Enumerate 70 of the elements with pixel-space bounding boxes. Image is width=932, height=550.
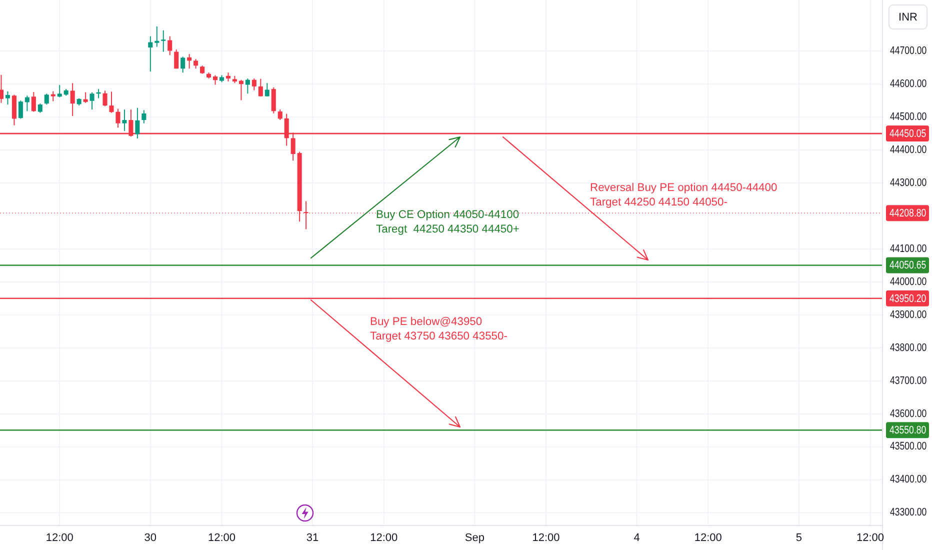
y-tick-label: 44100.00 (890, 243, 928, 256)
candlestick (304, 200, 308, 230)
x-tick-label: 12:00 (694, 532, 722, 544)
ref-line-label: 44450.05 (890, 128, 927, 140)
candlestick (271, 86, 276, 114)
candlestick (142, 110, 146, 124)
candlestick (102, 90, 108, 107)
y-axis-title: INR (898, 11, 918, 24)
candlestick (38, 103, 42, 114)
x-tick-label: 5 (796, 532, 802, 544)
ref-line-label: 44050.65 (890, 260, 927, 272)
y-tick-label: 44500.00 (890, 111, 928, 124)
candlestick (187, 54, 192, 70)
candlestick (264, 82, 270, 97)
x-tick-label: 12:00 (856, 532, 884, 544)
candlestick (31, 92, 36, 112)
candlestick (24, 95, 30, 112)
y-tick-label: 43500.00 (890, 440, 928, 454)
y-tick-label: 44600.00 (890, 78, 928, 90)
candlestick (278, 108, 282, 121)
candlestick (0, 74, 4, 104)
y-tick-label: 43300.00 (890, 506, 928, 520)
y-tick-label: 44300.00 (890, 177, 928, 190)
annotation: Buy CE Option 44050-44100 Taregt 44250 44350 44450+ (376, 208, 520, 236)
annotation: Reversal Buy PE option 44450-44400 Target 44250 44150 44050- (590, 182, 778, 208)
candlestick (180, 56, 186, 74)
x-tick-label: Sep (464, 532, 484, 544)
candlestick (148, 36, 153, 72)
annotation: Buy PE below@43950 Target 43750 43650 43550- (370, 316, 508, 342)
y-tick-label: 43600.00 (890, 408, 928, 420)
x-tick-label: 12:00 (370, 532, 398, 544)
candlestick (12, 94, 16, 126)
candlestick (258, 78, 263, 97)
candlestick (70, 82, 75, 117)
candlestick (135, 107, 140, 140)
candlestick (109, 91, 114, 114)
x-tick-label: 12:00 (208, 532, 236, 544)
candlestick (174, 48, 179, 70)
candlestick (5, 90, 10, 106)
y-tick-label: 44000.00 (890, 276, 928, 288)
x-tick-label: 4 (634, 532, 640, 544)
ref-line-label: 43950.20 (890, 292, 927, 306)
candlestick (194, 58, 198, 70)
y-tick-label: 44700.00 (890, 45, 928, 58)
y-tick-label: 43700.00 (890, 374, 928, 388)
candlestick (57, 84, 62, 98)
candlestick (168, 36, 172, 56)
candlestick (50, 90, 56, 102)
y-tick-label: 44400.00 (890, 144, 928, 156)
y-tick-label: 43800.00 (890, 342, 928, 354)
ref-line-label: 43550.80 (890, 424, 927, 437)
candlestick (44, 93, 49, 106)
candlestick (161, 30, 166, 52)
candlestick (90, 92, 94, 110)
y-tick-label: 43400.00 (890, 474, 928, 486)
candlestick (83, 92, 88, 104)
y-tick-label: 43900.00 (890, 309, 928, 322)
x-tick-label: 12:00 (532, 532, 560, 544)
candlestick (116, 108, 120, 128)
x-tick-label: 12:00 (46, 532, 74, 544)
x-tick-label: 31 (306, 532, 319, 544)
candlestick (122, 108, 127, 132)
candlestick (212, 74, 218, 86)
ref-line-label: 44208.80 (890, 208, 927, 220)
candlestick (238, 79, 244, 101)
candlestick (252, 78, 256, 91)
candlestick (245, 78, 250, 94)
x-tick-label: 30 (144, 532, 157, 544)
candlestick (154, 26, 160, 48)
candlestick (18, 100, 23, 120)
